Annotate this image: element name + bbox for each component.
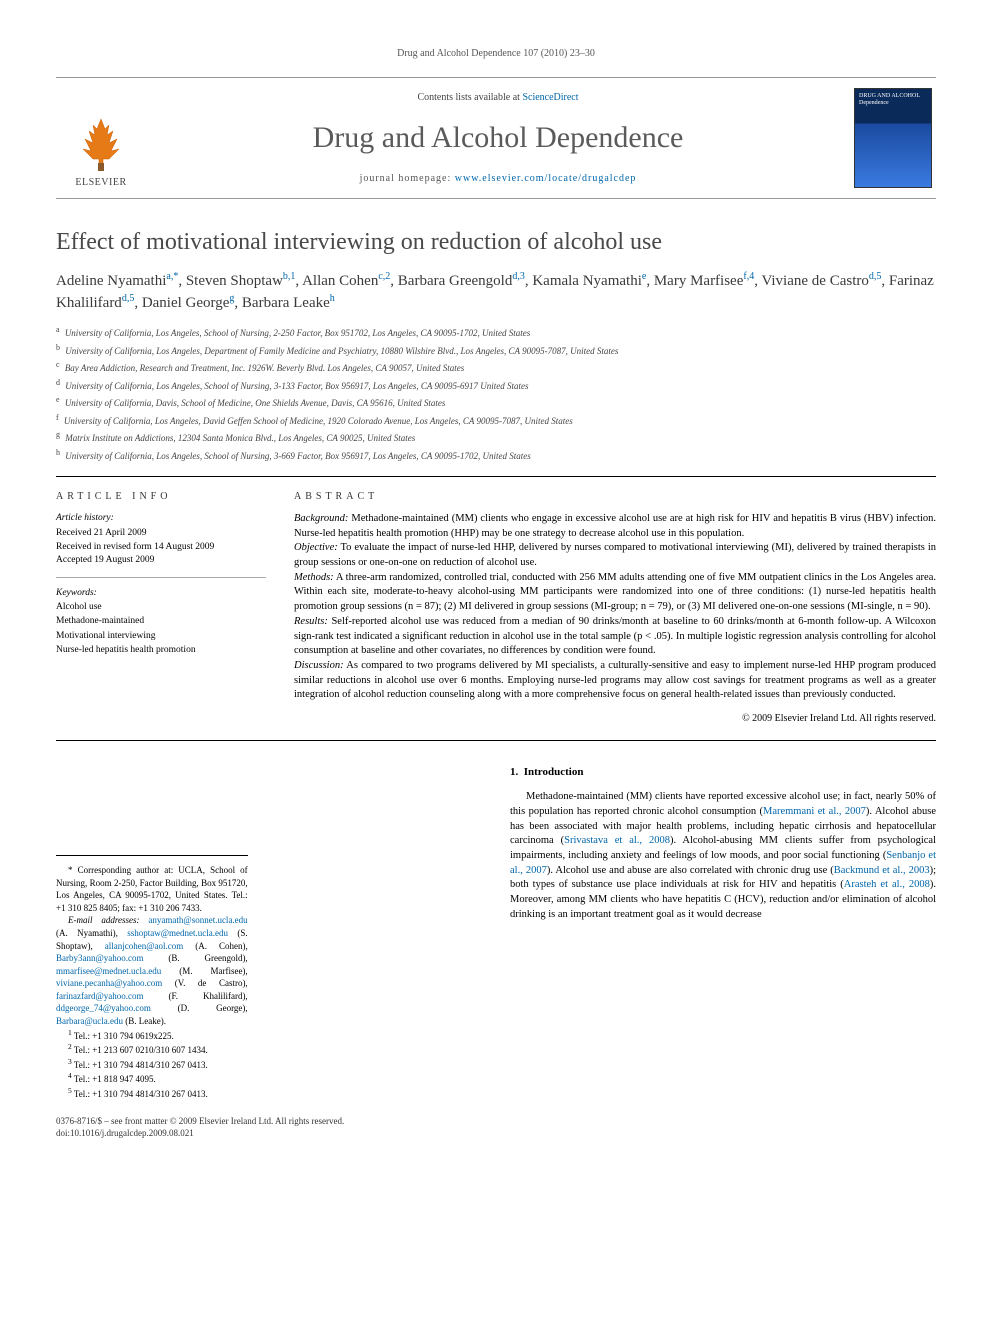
email-link[interactable]: mmarfisee@mednet.ucla.edu — [56, 966, 161, 976]
doi-line: doi:10.1016/j.drugalcdep.2009.08.021 — [56, 1127, 482, 1140]
front-matter-line: 0376-8716/$ – see front matter © 2009 El… — [56, 1115, 482, 1128]
affiliation-line: e University of California, Davis, Schoo… — [56, 394, 936, 411]
abstract-section: Results: Self-reported alcohol use was r… — [294, 615, 936, 659]
affiliation-line: b University of California, Los Angeles,… — [56, 342, 936, 359]
elsevier-logo-icon — [75, 115, 127, 173]
email-link[interactable]: anyamath@sonnet.ucla.edu — [148, 915, 247, 925]
contents-line: Contents lists available at ScienceDirec… — [158, 92, 838, 103]
running-head: Drug and Alcohol Dependence 107 (2010) 2… — [56, 48, 936, 59]
tel-footnote: 4 Tel.: +1 818 947 4095. — [56, 1071, 248, 1086]
intro-paragraph: Methadone-maintained (MM) clients have r… — [510, 790, 936, 922]
publisher-block: ELSEVIER — [56, 88, 146, 188]
homepage-line: journal homepage: www.elsevier.com/locat… — [158, 173, 838, 184]
affiliation-line: a University of California, Los Angeles,… — [56, 324, 936, 341]
affiliations-block: a University of California, Los Angeles,… — [56, 324, 936, 477]
abstract-column: abstract Background: Methadone-maintaine… — [294, 491, 936, 724]
sciencedirect-link[interactable]: ScienceDirect — [522, 92, 578, 103]
history-line: Received in revised form 14 August 2009 — [56, 541, 266, 554]
abstract-section: Discussion: As compared to two programs … — [294, 659, 936, 703]
article-info-sidebar: article info Article history: Received 2… — [56, 491, 266, 724]
abstract-section: Background: Methadone-maintained (MM) cl… — [294, 512, 936, 541]
email-link[interactable]: farinazfard@yahoo.com — [56, 991, 144, 1001]
email-link[interactable]: ddgeorge_74@yahoo.com — [56, 1003, 151, 1013]
doi-block: 0376-8716/$ – see front matter © 2009 El… — [56, 1115, 482, 1140]
keywords-label: Keywords: — [56, 588, 266, 598]
keyword-item: Nurse-led hepatitis health promotion — [56, 643, 266, 657]
journal-name: Drug and Alcohol Dependence — [158, 121, 838, 155]
corresponding-author-note: * Corresponding author at: UCLA, School … — [56, 864, 248, 914]
right-body-column: 1. Introduction Methadone-maintained (MM… — [510, 765, 936, 1140]
abstract-section: Objective: To evaluate the impact of nur… — [294, 541, 936, 570]
abstract-section: Methods: A three-arm randomized, control… — [294, 571, 936, 615]
journal-cover-thumb: DRUG AND ALCOHOL Dependence — [854, 88, 932, 188]
tel-footnote: 5 Tel.: +1 310 794 4814/310 267 0413. — [56, 1086, 248, 1101]
email-link[interactable]: viviane.pecanha@yahoo.com — [56, 978, 162, 988]
keyword-item: Methadone-maintained — [56, 614, 266, 628]
history-line: Received 21 April 2009 — [56, 527, 266, 540]
history-line: Accepted 19 August 2009 — [56, 554, 266, 567]
keyword-item: Motivational interviewing — [56, 629, 266, 643]
history-label: Article history: — [56, 512, 266, 525]
publisher-label: ELSEVIER — [75, 177, 126, 188]
email-link[interactable]: Barby3ann@yahoo.com — [56, 953, 144, 963]
tel-footnote: 2 Tel.: +1 213 607 0210/310 607 1434. — [56, 1042, 248, 1057]
tel-footnote: 3 Tel.: +1 310 794 4814/310 267 0413. — [56, 1057, 248, 1072]
left-body-column: * Corresponding author at: UCLA, School … — [56, 765, 482, 1140]
affiliation-line: d University of California, Los Angeles,… — [56, 377, 936, 394]
masthead: ELSEVIER Contents lists available at Sci… — [56, 77, 936, 199]
article-title: Effect of motivational interviewing on r… — [56, 229, 936, 256]
email-addresses: E-mail addresses: anyamath@sonnet.ucla.e… — [56, 914, 248, 1027]
email-link[interactable]: allanjcohen@aol.com — [105, 941, 184, 951]
keyword-item: Alcohol use — [56, 600, 266, 614]
journal-homepage-link[interactable]: www.elsevier.com/locate/drugalcdep — [455, 173, 637, 184]
footnotes-block: * Corresponding author at: UCLA, School … — [56, 855, 248, 1101]
affiliation-line: f University of California, Los Angeles,… — [56, 412, 936, 429]
affiliation-line: g Matrix Institute on Addictions, 12304 … — [56, 429, 936, 446]
affiliation-line: c Bay Area Addiction, Research and Treat… — [56, 359, 936, 376]
email-link[interactable]: Barbara@ucla.edu — [56, 1016, 123, 1026]
section-heading: 1. Introduction — [510, 765, 936, 780]
article-info-heading: article info — [56, 491, 266, 502]
email-link[interactable]: sshoptaw@mednet.ucla.edu — [127, 928, 228, 938]
author-list: Adeline Nyamathia,*, Steven Shoptawb,1, … — [56, 270, 936, 314]
abstract-copyright: © 2009 Elsevier Ireland Ltd. All rights … — [294, 713, 936, 724]
abstract-heading: abstract — [294, 491, 936, 502]
tel-footnote: 1 Tel.: +1 310 794 0619x225. — [56, 1028, 248, 1043]
affiliation-line: h University of California, Los Angeles,… — [56, 447, 936, 464]
